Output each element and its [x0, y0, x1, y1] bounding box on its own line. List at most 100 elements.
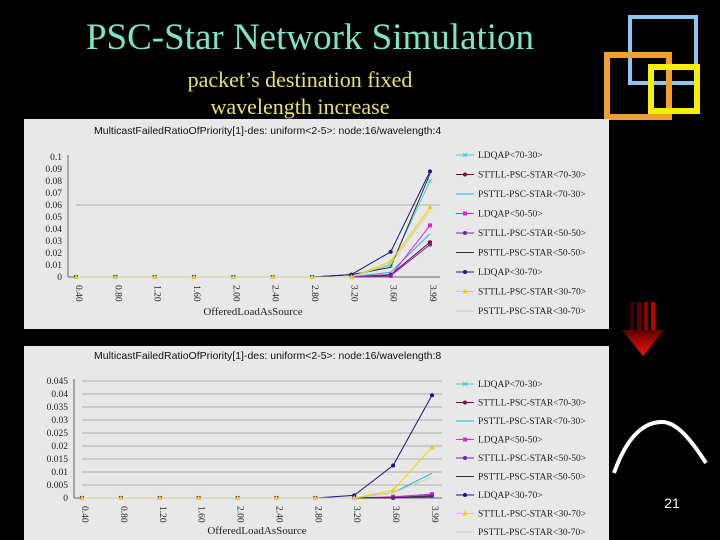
chart1-series-6-point: [428, 169, 432, 174]
chart2-series-line-8: [82, 476, 433, 499]
chart2-series-line-7: [82, 446, 433, 499]
chart2-ytick-label: 0.025: [47, 429, 69, 439]
chart1-legend-marker-0-b: [462, 152, 468, 158]
chart2-series-4-point: [430, 493, 434, 498]
page-number: 21: [664, 495, 680, 511]
chart1-series-6-point: [388, 249, 393, 254]
chart2-legend-marker-6: [463, 493, 467, 497]
chart1-legend-label-7: STTLL-PSC-STAR<30-70>: [478, 288, 586, 298]
chart2-legend-marker-4: [463, 456, 467, 460]
chart1-series-4-point: [388, 273, 393, 278]
chart1-series-4-point: [428, 242, 432, 247]
slide-subtitle: packet’s destination fixed wavelength in…: [150, 66, 450, 120]
chart2-legend-label-0: LDQAP<70-30>: [478, 380, 543, 390]
chart1-xtick-label: 0.80: [112, 285, 122, 302]
slide-title: PSC-Star Network Simulation: [85, 17, 535, 58]
chart2-xtick-label: 2.80: [312, 506, 322, 523]
chart2-legend-marker-1: [463, 400, 467, 405]
chart1-legend-marker-3: [463, 211, 467, 216]
chart2-xtick-label: 1.20: [157, 506, 167, 523]
chart1-legend-label-5: PSTTL-PSC-STAR<50-50>: [478, 249, 586, 259]
chart2-legend-label-2: PSTTL-PSC-STAR<70-30>: [478, 417, 586, 427]
chart1-series-0-point-b: [427, 178, 433, 184]
chart1-ytick-label: 0.04: [45, 225, 62, 235]
chart2-series-6-point: [430, 393, 434, 398]
chart1-series-line-2: [76, 233, 431, 278]
chart-wavelength-4-svg: MulticastFailedRatioOfPriority[1]-des: u…: [45, 125, 586, 318]
chart2-ytick-label: 0.015: [47, 455, 69, 465]
deco-square-orange: [604, 52, 672, 120]
chart1-legend-label-6: LDQAP<30-70>: [478, 268, 543, 278]
chart1-ytick-label: 0.08: [45, 177, 62, 187]
chart2-ytick-label: 0.01: [51, 468, 68, 478]
curve-icon: [612, 419, 708, 474]
chart2-xtick-label: 3.99: [429, 506, 439, 523]
chart1-ytick-label: 0.07: [45, 189, 62, 199]
chart2-series-6-point: [391, 463, 396, 468]
chart1-xtick-label: 1.20: [152, 285, 162, 302]
chart1-xtick-label: 2.80: [309, 285, 319, 302]
chart2-ytick-label: 0.03: [51, 416, 68, 426]
chart1-series-line-7: [76, 207, 431, 278]
chart1-legend-label-1: STTLL-PSC-STAR<70-30>: [478, 171, 586, 181]
chart1-ytick-label: 0.06: [45, 201, 62, 211]
chart1-xtick-label: 3.20: [348, 285, 358, 302]
chart1-xlabel: OfferedLoadAsSource: [203, 306, 302, 318]
chart2-legend-label-5: PSTTL-PSC-STAR<50-50>: [478, 473, 586, 483]
chart2-legend-label-4: STTLL-PSC-STAR<50-50>: [478, 454, 586, 464]
chart2-legend-label-3: LDQAP<50-50>: [478, 436, 543, 446]
chart1-legend-label-8: PSTTL-PSC-STAR<30-70>: [478, 307, 586, 317]
chart1-xtick-label: 3.99: [427, 285, 437, 302]
deco-square-yellow: [648, 64, 700, 114]
chart2-legend-label-1: STTLL-PSC-STAR<70-30>: [478, 399, 586, 409]
chart1-legend-label-0: LDQAP<70-30>: [478, 151, 543, 161]
chart1-ytick-label: 0.02: [45, 249, 62, 259]
chart1-legend-marker-1: [463, 172, 467, 177]
deco-square-blue: [628, 15, 698, 85]
chart1-ytick-label: 0.05: [45, 213, 62, 223]
chart2-legend-label-7: STTLL-PSC-STAR<30-70>: [478, 510, 586, 520]
chart1-series-line-0: [76, 180, 431, 278]
chart2-xtick-label: 3.20: [351, 506, 361, 523]
chart1-xtick-label: 0.40: [73, 285, 83, 302]
chart1-xtick-label: 2.00: [230, 285, 240, 302]
chart1-series-line-5: [76, 173, 431, 278]
chart1-legend-marker-6: [463, 270, 467, 274]
chart1-title: MulticastFailedRatioOfPriority[1]-des: u…: [94, 125, 441, 137]
chart-wavelength-8: MulticastFailedRatioOfPriority[1]-des: u…: [24, 346, 609, 540]
chart1-ytick-label: 0.1: [50, 153, 62, 163]
chart1-series-line-6: [76, 171, 431, 278]
subtitle-line-1: packet’s destination fixed: [187, 67, 413, 92]
chart2-ytick-label: 0.02: [51, 442, 68, 452]
chart2-xtick-label: 2.00: [235, 506, 245, 523]
chart1-series-3-point: [428, 223, 432, 228]
chart2-ytick-label: 0.045: [47, 377, 69, 387]
chart2-title: MulticastFailedRatioOfPriority[1]-des: u…: [94, 350, 441, 362]
chart2-xtick-label: 3.60: [390, 506, 400, 523]
chart-wavelength-8-svg: MulticastFailedRatioOfPriority[1]-des: u…: [47, 350, 587, 538]
chart2-series-line-6: [82, 395, 433, 499]
chart2-legend-marker-7: [462, 510, 468, 516]
chart1-legend-label-4: STTLL-PSC-STAR<50-50>: [478, 229, 586, 239]
chart2-xtick-label: 0.40: [79, 506, 89, 523]
chart1-legend-label-3: LDQAP<50-50>: [478, 210, 543, 220]
chart2-legend-label-8: PSTTL-PSC-STAR<30-70>: [478, 528, 586, 538]
chart2-series-7-point: [390, 487, 396, 493]
chart1-ytick-label: 0.03: [45, 237, 62, 247]
chart1-ytick-label: 0.09: [45, 165, 62, 175]
chart1-legend-label-2: PSTTL-PSC-STAR<70-30>: [478, 190, 586, 200]
chart2-series-7-point: [429, 444, 435, 450]
chart2-ytick-label: 0.005: [47, 481, 69, 491]
chart1-series-7-point: [427, 204, 433, 210]
chart1-legend-marker-7: [462, 288, 468, 294]
chart1-ytick-label: 0.01: [45, 261, 62, 271]
chart2-legend-marker-3: [463, 437, 467, 442]
chart2-xlabel: OfferedLoadAsSource: [207, 525, 306, 537]
chart1-xtick-label: 3.60: [388, 285, 398, 302]
chart2-ytick-label: 0.035: [47, 403, 69, 413]
chart2-xtick-label: 1.60: [196, 506, 206, 523]
subtitle-line-2: wavelength increase: [210, 94, 390, 119]
chart2-ytick-label: 0.04: [51, 390, 68, 400]
chart1-xtick-label: 1.60: [191, 285, 201, 302]
chart2-xtick-label: 2.40: [273, 506, 283, 523]
